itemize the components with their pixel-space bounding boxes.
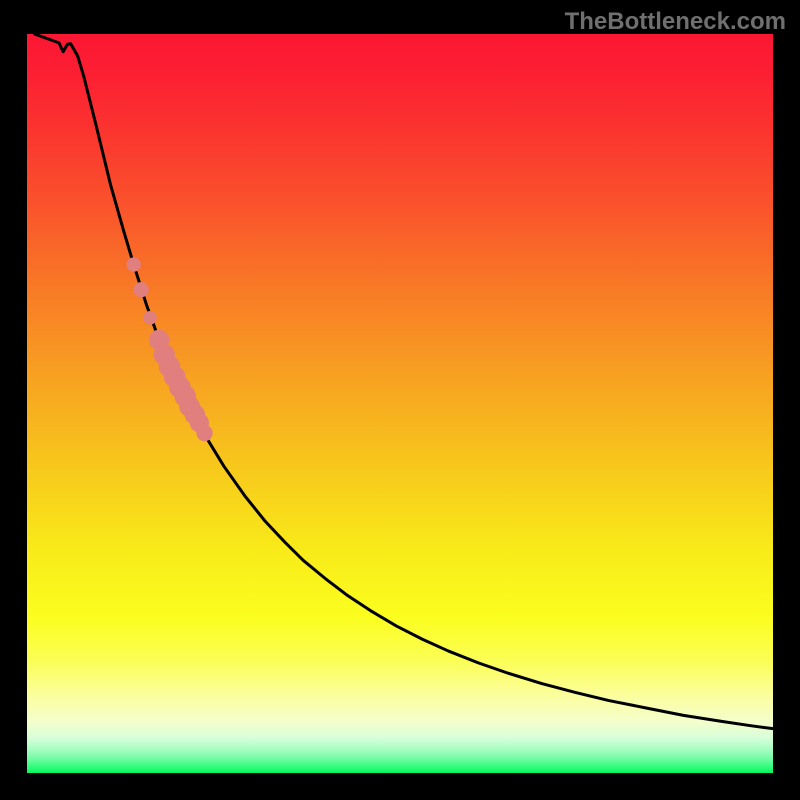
watermark-text: TheBottleneck.com (565, 8, 786, 36)
highlight-marker (126, 257, 140, 271)
highlight-marker (143, 311, 157, 325)
chart-frame: TheBottleneck.com (0, 0, 800, 800)
plot-svg (27, 34, 773, 773)
highlight-marker (134, 282, 149, 297)
plot-area (27, 34, 773, 773)
highlight-marker (196, 425, 212, 441)
plot-background (27, 34, 773, 773)
